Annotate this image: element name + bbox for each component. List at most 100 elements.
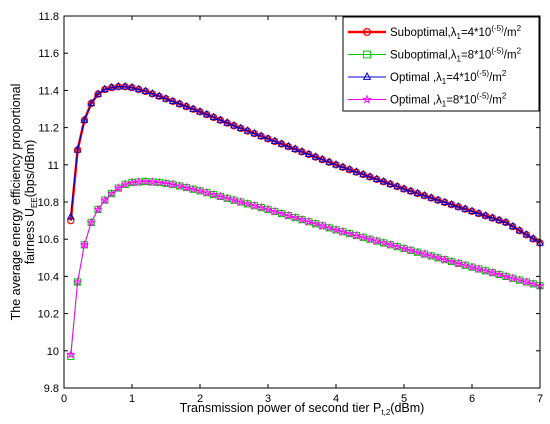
legend-marker [363,50,371,59]
data-point [66,349,76,359]
legend-label-part: =4*10 [461,27,491,39]
data-point [67,216,75,225]
y-axis-label-line2: fairness UEE(bps/dBm) [23,140,39,265]
data-point [318,154,327,163]
data-point [495,215,504,223]
data-point [236,197,246,206]
data-point [304,216,314,226]
x-tick-label: 4 [333,393,339,405]
data-point [474,264,484,273]
legend-label: Suboptimal,λ1=8*10(-5)/m2 [390,47,522,64]
data-point [521,277,532,286]
data-point [501,271,511,281]
data-point [372,174,381,182]
data-point [378,238,389,247]
legend-label-part: /m [489,72,502,84]
data-point [175,99,184,107]
data-point [283,210,294,220]
data-point [406,245,416,255]
data-point [141,86,150,94]
data-point [230,120,238,129]
data-point [338,162,347,170]
data-point [352,167,361,175]
legend-label-part: Optimal ,λ [390,95,442,107]
y-tick-label: 11.8 [38,11,59,23]
data-point [304,149,313,158]
data-point [481,210,490,219]
data-point [474,208,483,217]
data-point [291,144,300,152]
data-point [461,204,470,212]
data-point [434,195,442,203]
data-point [440,197,449,206]
y-tick-label: 10.2 [38,309,59,321]
y-tick-label: 10.8 [38,197,59,209]
data-point [113,183,124,192]
data-point [80,115,89,123]
data-point [195,185,205,195]
data-point [385,239,396,249]
data-point [365,234,375,244]
legend-label-part: Optimal ,λ [390,72,442,84]
y-axis-label-line1: The average energy efficiency proportion… [9,84,23,321]
legend-label-part: 1 [456,32,461,41]
data-point [433,252,443,262]
y-tick-label: 10.4 [38,271,59,283]
series-2 [66,81,544,246]
data-point [188,184,198,194]
data-point [453,258,464,268]
data-point [243,126,252,134]
data-point [66,212,75,220]
legend-label-part: (-5) [477,92,490,101]
data-point [468,206,476,214]
series-line [70,86,541,244]
data-point [529,234,538,242]
data-point [379,176,388,185]
data-point [106,188,117,198]
data-point [162,93,170,102]
data-point [242,198,253,208]
data-point [515,225,524,234]
data-point [420,190,429,199]
data-point [488,213,497,221]
data-point [257,131,266,139]
data-point [502,217,510,226]
data-point [155,91,164,99]
legend-label: Optimal ,λ1=4*10(-5)/m2 [390,69,507,86]
data-point [134,177,144,186]
y-tick-label: 11.6 [38,48,59,60]
data-point [311,152,320,160]
x-tick-label: 3 [265,393,271,405]
data-point [215,191,226,201]
data-point [359,169,368,178]
data-point [344,228,355,238]
data-point [508,273,518,283]
data-point [284,141,293,150]
plot-lines [66,81,545,360]
y-tick-label: 9.8 [44,383,59,395]
data-point [73,145,82,153]
legend-label-part: 1 [456,55,461,64]
data-point [134,84,143,93]
data-point [366,172,374,180]
data-point [345,164,354,173]
data-point [128,82,136,91]
data-point [264,133,272,142]
data-point [121,81,130,90]
y-tick-label: 11 [48,160,59,172]
legend-label-part: Suboptimal,λ [390,27,457,39]
data-point [72,277,83,286]
data-point [412,247,423,257]
data-point [222,193,232,203]
data-point [467,262,477,272]
data-point [250,128,259,137]
data-point [256,202,266,212]
data-point [508,221,517,230]
data-point [202,187,212,197]
data-point [216,115,225,123]
legend-label-part: /m [504,50,517,62]
data-point [310,218,321,228]
data-point [100,195,110,205]
data-point [270,206,280,216]
